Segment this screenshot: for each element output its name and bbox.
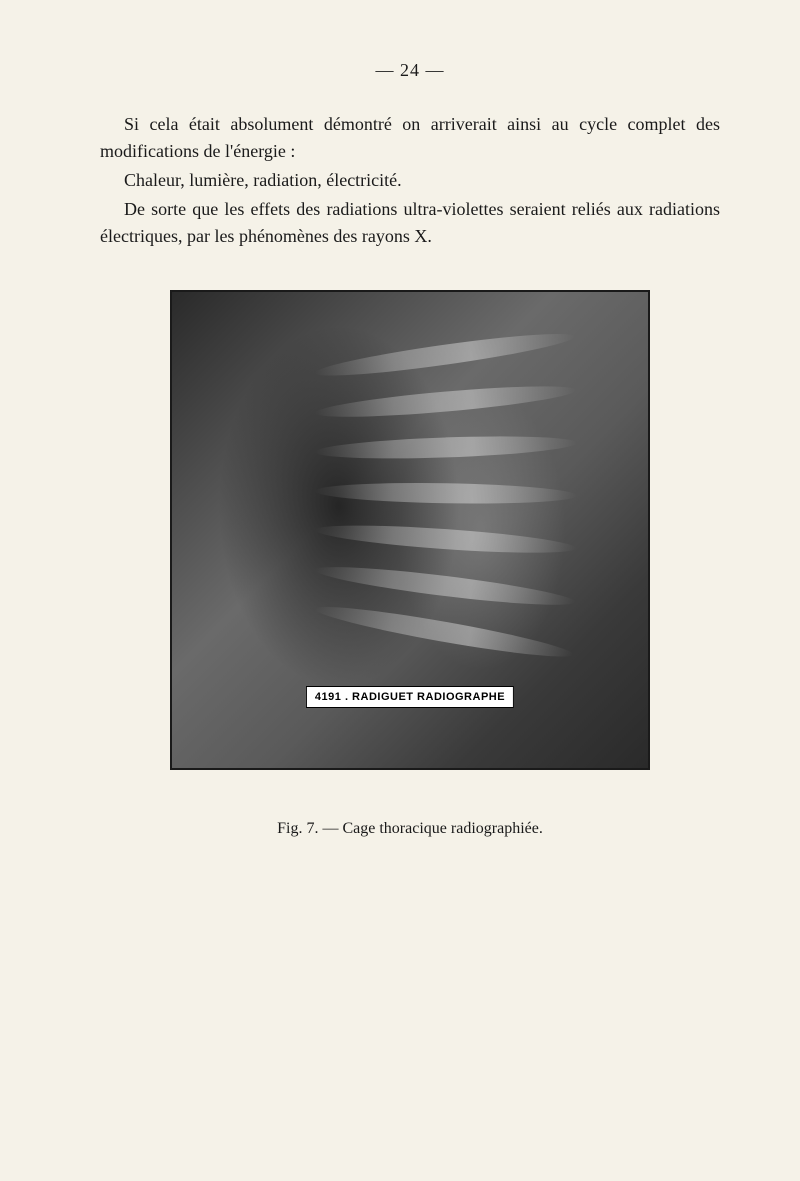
figure-container: 4191 . RADIGUET RADIOGRAPHE	[100, 290, 720, 770]
figure-caption: Fig. 7. — Cage thoracique radiographiée.	[100, 820, 720, 838]
paragraph-2: Chaleur, lumière, radiation, électricité…	[100, 167, 720, 194]
image-credit-label: 4191 . RADIGUET RADIOGRAPHE	[306, 686, 514, 708]
page-number: — 24 —	[100, 60, 720, 81]
body-text-block: Si cela était absolument démontré on arr…	[100, 111, 720, 250]
paragraph-3: De sorte que les effets des radiations u…	[100, 196, 720, 250]
paragraph-1: Si cela était absolument démontré on arr…	[100, 111, 720, 165]
ribs-overlay	[315, 363, 577, 625]
xray-radiograph-image: 4191 . RADIGUET RADIOGRAPHE	[170, 290, 650, 770]
